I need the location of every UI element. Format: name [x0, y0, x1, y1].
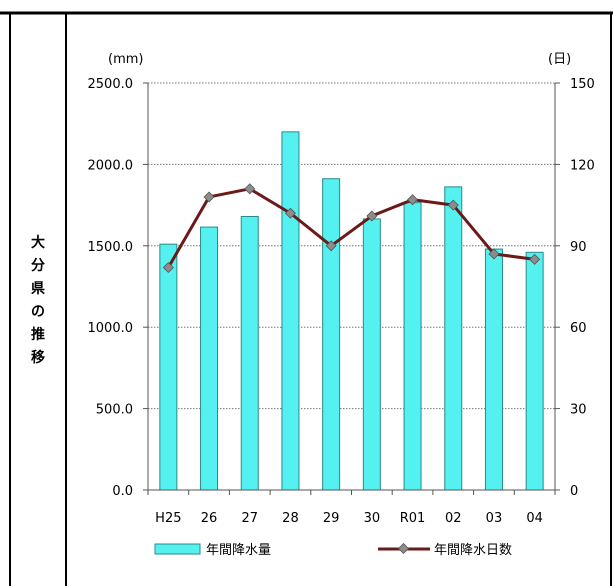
x-tick-label: 04 — [526, 511, 543, 526]
bar — [200, 226, 219, 491]
left-tick-label: 1000.0 — [88, 321, 134, 336]
bar — [159, 243, 178, 491]
right-tick-label: 30 — [570, 403, 587, 418]
bar — [403, 202, 422, 491]
bar — [281, 131, 300, 491]
right-tick-label: 90 — [570, 240, 587, 255]
line-marker — [325, 240, 337, 252]
bar-series — [159, 131, 544, 491]
bar — [240, 215, 259, 491]
legend-bar-label: 年間降水量 — [206, 543, 271, 558]
x-tick-label: 28 — [282, 511, 299, 526]
line-marker — [529, 253, 541, 265]
bar — [322, 178, 341, 491]
legend: 年間降水量 年間降水日数 — [154, 542, 512, 558]
side-label-char: 推 — [31, 326, 45, 343]
side-label-char: 分 — [31, 258, 45, 274]
legend-bar-swatch — [154, 543, 201, 555]
left-tick-label: 500.0 — [96, 403, 133, 418]
line-marker — [162, 261, 174, 274]
right-tick-label: 60 — [570, 321, 587, 336]
side-label-char: の — [31, 304, 45, 320]
left-tick-label: 0.0 — [112, 484, 133, 499]
x-tick-label: R01 — [400, 511, 426, 526]
line-marker — [244, 183, 256, 195]
axes — [143, 82, 560, 495]
right-tick-label: 150 — [570, 77, 595, 92]
line-marker — [366, 210, 378, 222]
bar — [484, 248, 503, 491]
line-marker — [284, 207, 296, 219]
legend-line-marker — [397, 542, 410, 555]
bar — [444, 186, 463, 491]
x-tick-label: 29 — [323, 511, 340, 526]
line-marker — [488, 248, 500, 260]
bar — [525, 251, 544, 491]
x-tick-label: H25 — [155, 511, 181, 526]
left-axis-ticks: 0.0 500.0 1000.0 1500.0 2000.0 2500.0 — [88, 77, 134, 499]
side-label-char: 大 — [31, 234, 45, 251]
left-tick-label: 2000.0 — [88, 158, 134, 173]
x-axis-ticks: H25 26 27 28 29 30 R01 02 03 04 — [155, 511, 543, 526]
side-label-char: 移 — [31, 349, 45, 366]
right-tick-label: 0 — [570, 484, 578, 499]
left-tick-label: 1500.0 — [88, 240, 134, 255]
right-tick-label: 120 — [570, 158, 595, 173]
side-label-char: 県 — [31, 281, 45, 297]
x-tick-label: 30 — [364, 511, 381, 526]
line-marker — [447, 199, 459, 211]
right-axis-unit: (日) — [548, 52, 571, 67]
right-axis-ticks: 0 30 60 90 120 150 — [570, 77, 595, 499]
x-tick-label: 26 — [201, 511, 218, 526]
bar — [362, 218, 381, 491]
line-path — [167, 187, 535, 269]
x-tick-label: 02 — [445, 511, 462, 526]
legend-line-label: 年間降水日数 — [434, 543, 512, 558]
line-marker — [407, 194, 419, 206]
x-tick-label: 03 — [486, 511, 503, 526]
left-tick-label: 2500.0 — [88, 77, 134, 92]
x-tick-label: 27 — [241, 511, 258, 526]
left-axis-unit: (mm) — [108, 52, 143, 67]
line-series — [162, 183, 541, 274]
line-marker — [203, 191, 215, 203]
